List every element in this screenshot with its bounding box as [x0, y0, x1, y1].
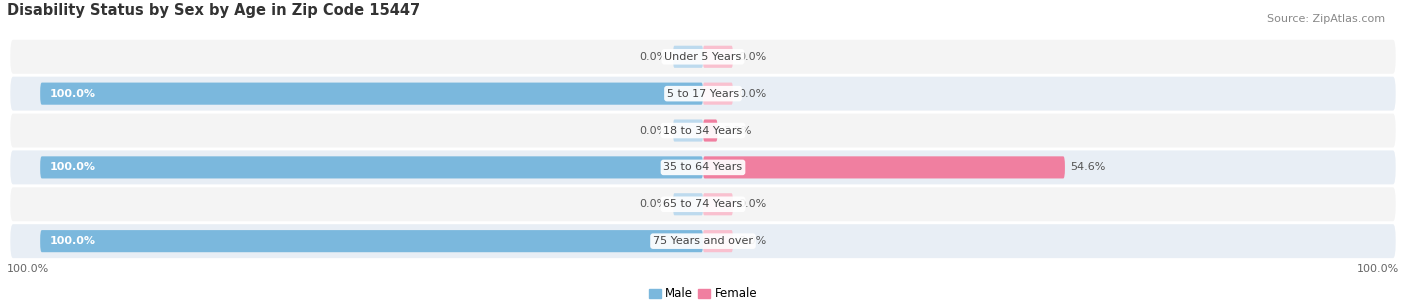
Text: 65 to 74 Years: 65 to 74 Years	[664, 199, 742, 209]
FancyBboxPatch shape	[41, 156, 703, 178]
Text: 2.2%: 2.2%	[723, 126, 751, 136]
FancyBboxPatch shape	[10, 150, 1396, 184]
FancyBboxPatch shape	[703, 83, 733, 105]
FancyBboxPatch shape	[10, 40, 1396, 74]
Legend: Male, Female: Male, Female	[644, 283, 762, 304]
Text: Source: ZipAtlas.com: Source: ZipAtlas.com	[1267, 14, 1385, 24]
FancyBboxPatch shape	[703, 156, 1064, 178]
Text: 0.0%: 0.0%	[738, 199, 766, 209]
FancyBboxPatch shape	[703, 46, 733, 68]
FancyBboxPatch shape	[703, 119, 717, 142]
FancyBboxPatch shape	[41, 230, 703, 252]
Text: 0.0%: 0.0%	[640, 199, 668, 209]
Text: 35 to 64 Years: 35 to 64 Years	[664, 162, 742, 172]
FancyBboxPatch shape	[673, 119, 703, 142]
Text: 0.0%: 0.0%	[640, 52, 668, 62]
Text: 0.0%: 0.0%	[738, 89, 766, 98]
FancyBboxPatch shape	[10, 187, 1396, 221]
Text: 54.6%: 54.6%	[1070, 162, 1105, 172]
FancyBboxPatch shape	[41, 83, 703, 105]
FancyBboxPatch shape	[703, 193, 733, 215]
Text: 5 to 17 Years: 5 to 17 Years	[666, 89, 740, 98]
Text: Disability Status by Sex by Age in Zip Code 15447: Disability Status by Sex by Age in Zip C…	[7, 3, 420, 19]
FancyBboxPatch shape	[673, 193, 703, 215]
Text: Under 5 Years: Under 5 Years	[665, 52, 741, 62]
Text: 0.0%: 0.0%	[738, 52, 766, 62]
Text: 100.0%: 100.0%	[51, 236, 96, 246]
Text: 18 to 34 Years: 18 to 34 Years	[664, 126, 742, 136]
Text: 100.0%: 100.0%	[51, 89, 96, 98]
FancyBboxPatch shape	[10, 114, 1396, 147]
Text: 0.0%: 0.0%	[640, 126, 668, 136]
FancyBboxPatch shape	[673, 46, 703, 68]
Text: 75 Years and over: 75 Years and over	[652, 236, 754, 246]
Text: 100.0%: 100.0%	[51, 162, 96, 172]
Text: 100.0%: 100.0%	[1357, 264, 1399, 274]
FancyBboxPatch shape	[703, 230, 733, 252]
FancyBboxPatch shape	[10, 77, 1396, 111]
Text: 100.0%: 100.0%	[7, 264, 49, 274]
FancyBboxPatch shape	[10, 224, 1396, 258]
Text: 0.0%: 0.0%	[738, 236, 766, 246]
